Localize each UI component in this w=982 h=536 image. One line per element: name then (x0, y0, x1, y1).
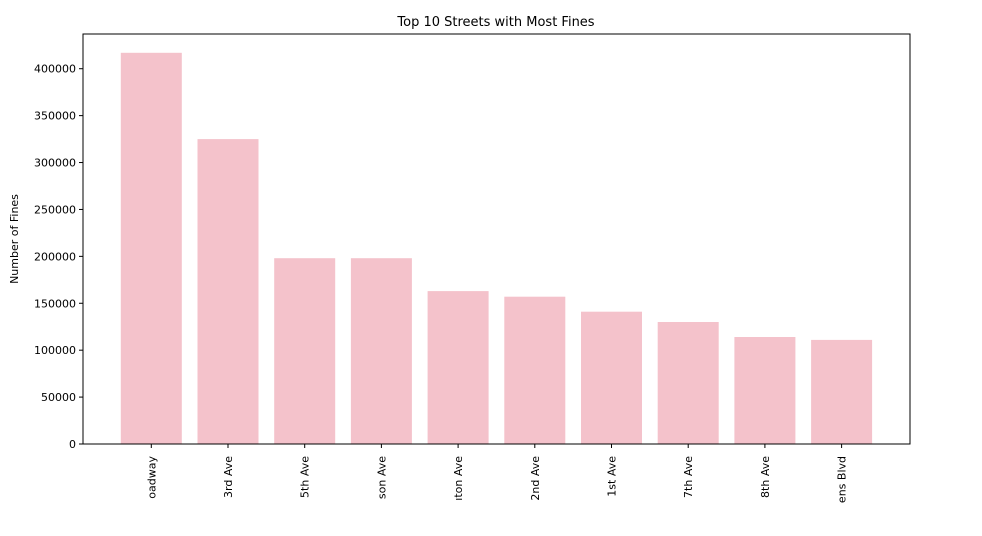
plot-frame (82, 33, 911, 445)
bar (811, 339, 873, 444)
x-tick-label: 3rd Ave (222, 456, 235, 498)
x-tick-label: oadway (145, 456, 158, 499)
bar (734, 337, 796, 444)
y-tick-label: 100000 (34, 344, 76, 357)
chart-title: Top 10 Streets with Most Fines (396, 15, 594, 30)
x-tick-label: 5th Ave (299, 456, 312, 498)
y-axis-label: Number of Fines (8, 194, 21, 284)
y-tick-label: 50000 (41, 391, 76, 404)
y-axis-ticks: 0 50000 100000 150000 200000 250000 300000 3500… (34, 63, 83, 451)
y-tick-label: 200000 (34, 250, 76, 263)
bar (274, 258, 336, 444)
bar (581, 311, 642, 444)
x-tick-label: 1st Ave (606, 456, 619, 497)
x-tick-label: son Ave (375, 456, 388, 499)
bar (657, 322, 719, 444)
x-tick-label: 7th Ave (682, 456, 695, 498)
bar (504, 296, 566, 444)
bar (197, 139, 259, 444)
y-tick-label: 0 (69, 438, 76, 451)
y-tick-label: 150000 (34, 297, 76, 310)
x-tick-label: 8th Ave (759, 456, 772, 498)
x-tick-label: 2nd Ave (529, 456, 542, 501)
bar (350, 258, 412, 444)
y-tick-label: 300000 (34, 157, 76, 170)
x-tick-label: ens Blvd (836, 456, 849, 503)
x-tick-label: ıton Ave (452, 456, 465, 501)
y-tick-label: 350000 (34, 110, 76, 123)
bars-group (120, 52, 873, 445)
y-tick-label: 400000 (34, 63, 76, 76)
bar (427, 291, 489, 444)
bar (120, 52, 182, 445)
y-tick-label: 250000 (34, 203, 76, 216)
x-axis-ticks: oadway 3rd Ave 5th Ave son Ave ıton Ave 2nd A… (145, 444, 849, 503)
